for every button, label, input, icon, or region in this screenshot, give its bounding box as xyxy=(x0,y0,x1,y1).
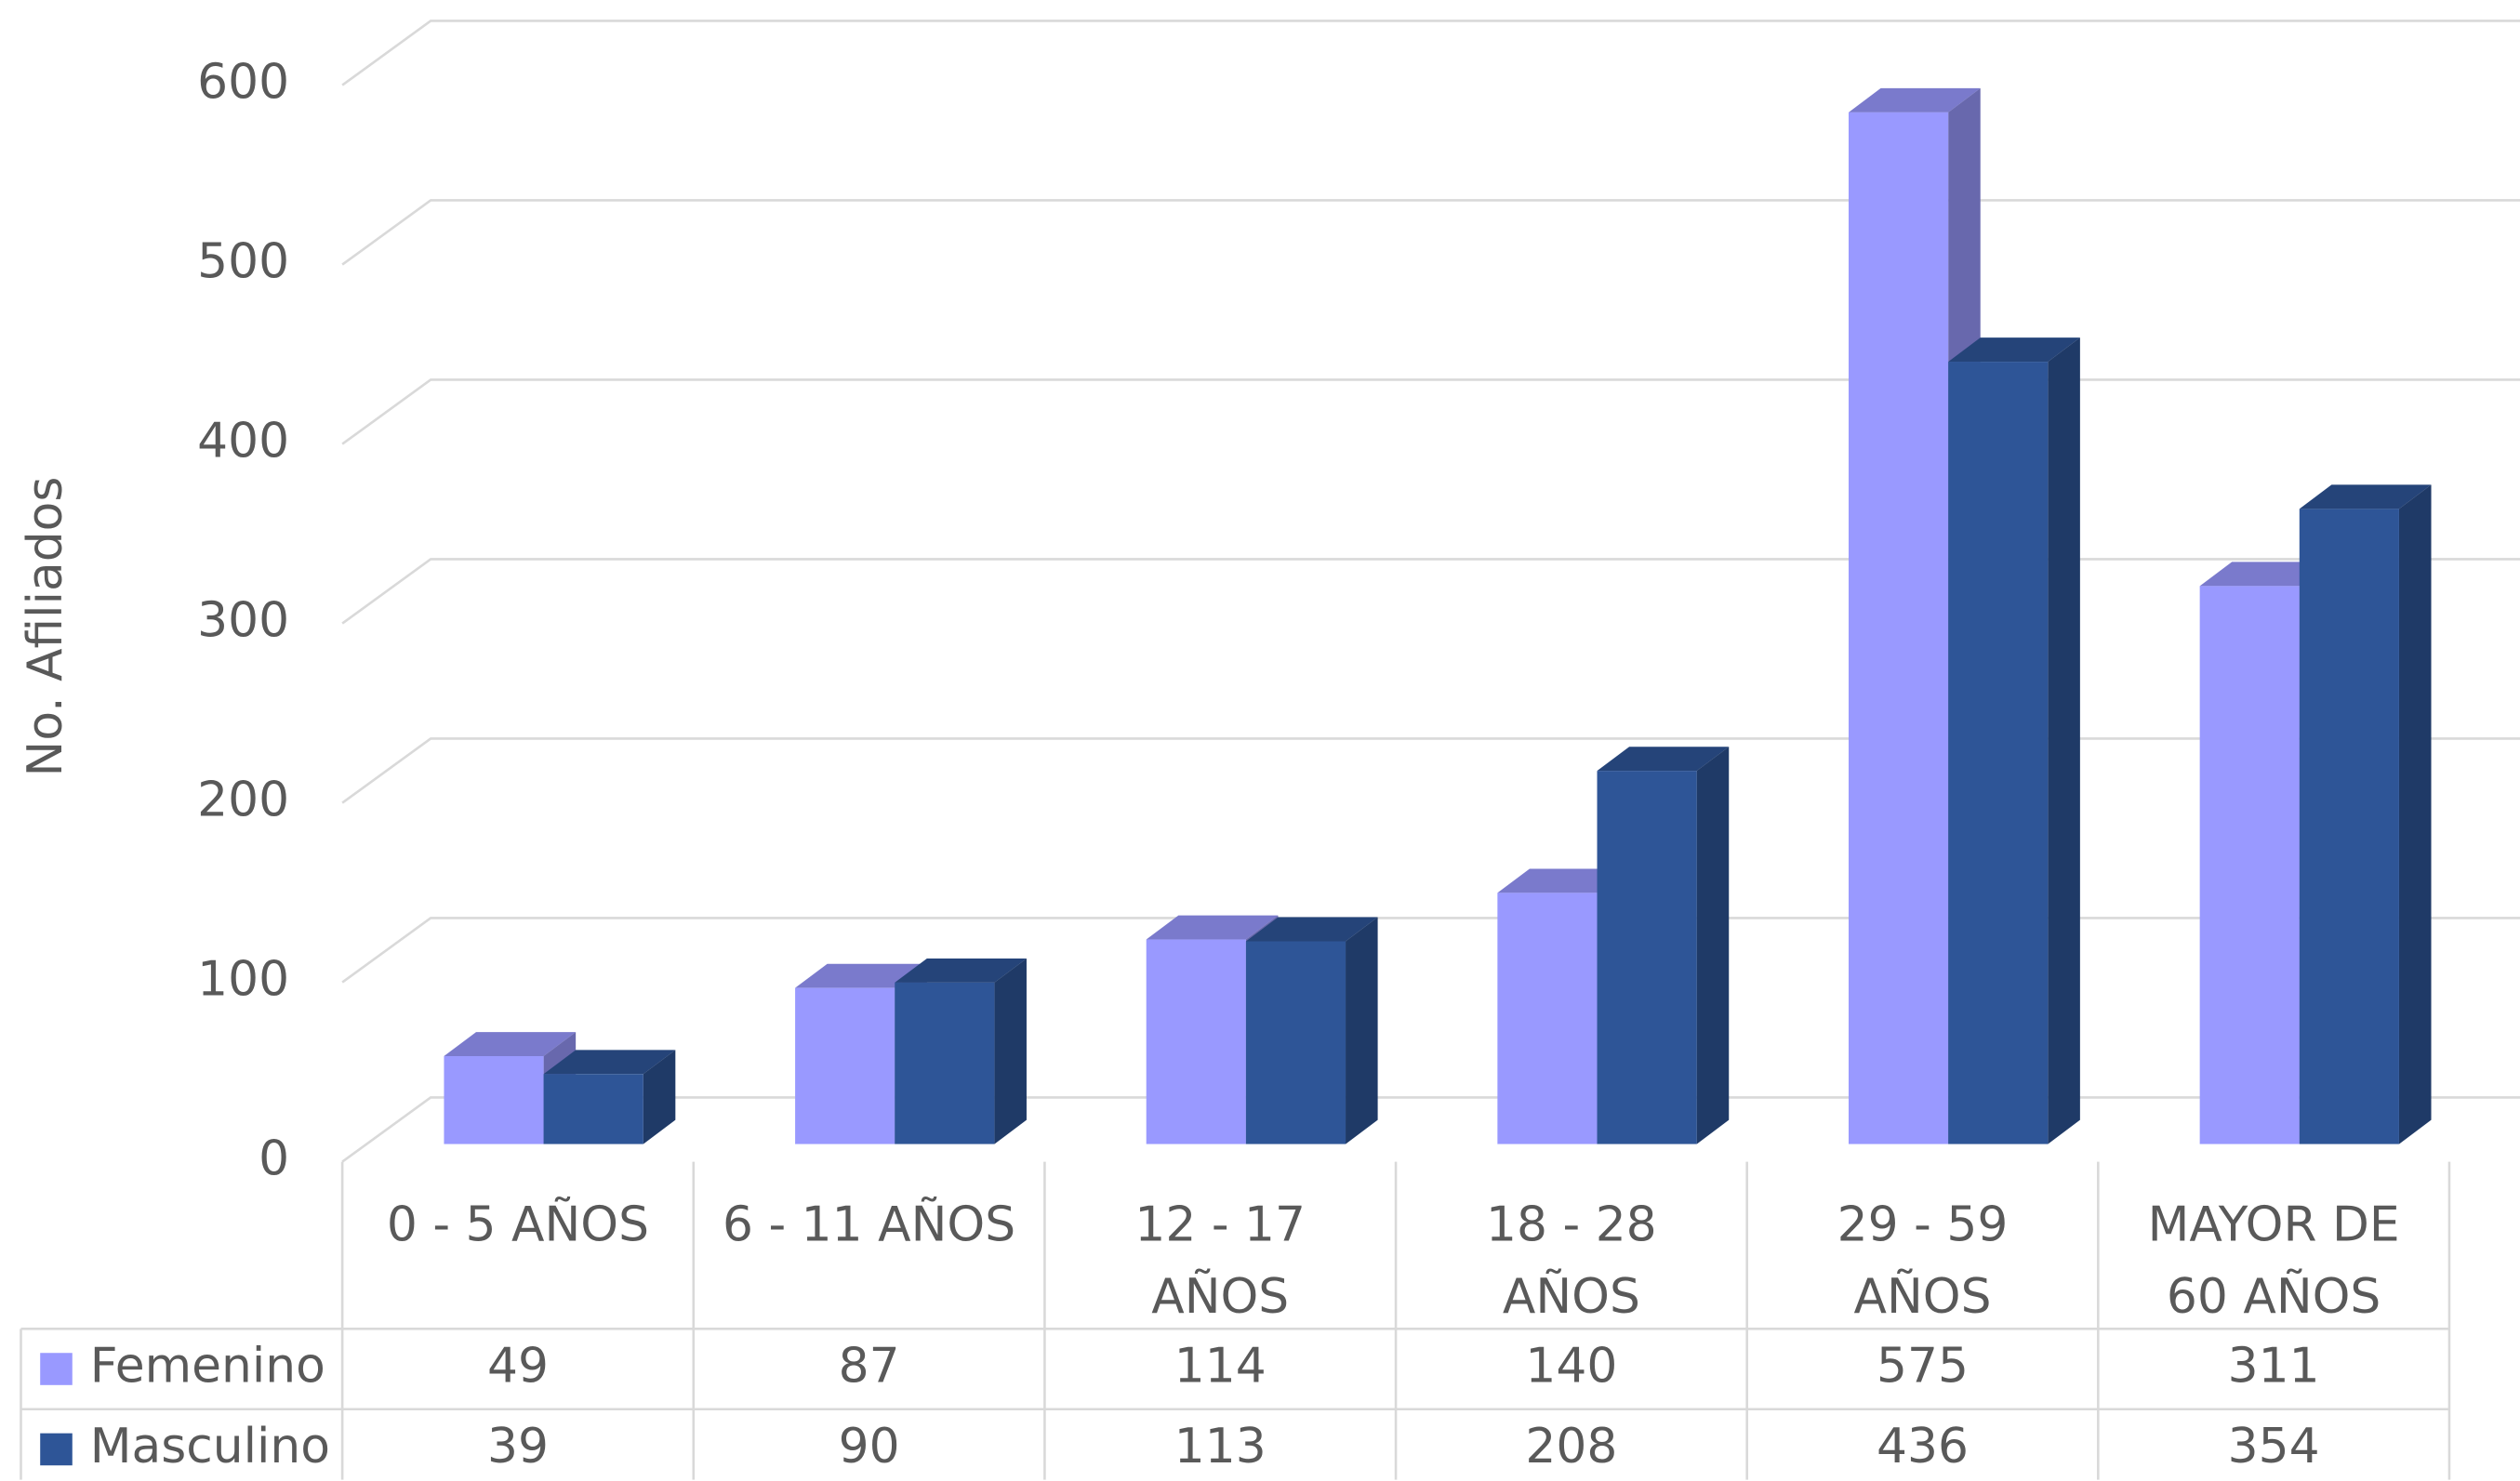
bar-top xyxy=(1948,337,2080,363)
bar-top xyxy=(1597,747,1730,772)
bar xyxy=(895,982,995,1144)
bar-side xyxy=(994,958,1027,1144)
x-tick-label: 18 - 28 AÑOS xyxy=(1486,1197,1657,1326)
bar xyxy=(1497,893,1598,1144)
bar-top xyxy=(1497,868,1630,893)
grid-line xyxy=(341,199,2520,266)
x-tick-label: 29 - 59 AÑOS xyxy=(1837,1197,2009,1326)
table-value: 208 xyxy=(1525,1419,1617,1474)
y-tick-label: 600 xyxy=(197,55,289,111)
y-tick-label: 400 xyxy=(197,414,289,469)
table-value: 113 xyxy=(1174,1419,1267,1474)
bar xyxy=(2299,509,2399,1144)
bar xyxy=(444,1055,544,1144)
grid-line xyxy=(341,737,2520,804)
grid-line xyxy=(341,917,2520,984)
bar-side xyxy=(2048,337,2080,1144)
y-axis-label: No. Afiliados xyxy=(18,477,73,777)
bar-top xyxy=(1245,917,1378,942)
x-tick-label: 0 - 5 AÑOS xyxy=(386,1197,649,1254)
grid-line xyxy=(341,558,2520,625)
table-value: 90 xyxy=(839,1419,900,1474)
y-tick-label: 500 xyxy=(197,234,289,290)
legend-label: Masculino xyxy=(90,1419,330,1474)
bar-side xyxy=(643,1050,676,1144)
y-tick-label: 300 xyxy=(197,593,289,649)
bar xyxy=(1948,362,2049,1144)
table-value: 575 xyxy=(1877,1339,1969,1395)
grid-line xyxy=(341,20,2520,86)
table-value: 49 xyxy=(487,1339,549,1395)
y-tick-label: 100 xyxy=(197,952,289,1008)
bar-top xyxy=(1849,87,1981,112)
grid-line xyxy=(341,1096,2520,1163)
bar-top xyxy=(1146,915,1279,940)
bar-side xyxy=(1696,747,1730,1144)
bar xyxy=(1245,941,1346,1144)
bar-side xyxy=(2398,484,2432,1144)
table-value: 114 xyxy=(1174,1339,1267,1395)
bar-top xyxy=(543,1050,676,1075)
bar-top xyxy=(895,958,1027,983)
bar-side xyxy=(1346,917,1378,1144)
x-tick-label: 6 - 11 AÑOS xyxy=(723,1197,1016,1254)
table-value: 39 xyxy=(487,1419,549,1474)
table-value: 354 xyxy=(2228,1419,2320,1474)
bar xyxy=(1597,771,1697,1144)
bar-top xyxy=(2299,484,2432,509)
table-value: 311 xyxy=(2228,1339,2320,1395)
y-tick-label: 200 xyxy=(197,773,289,828)
bar-top xyxy=(795,963,927,988)
bar-top xyxy=(444,1032,577,1056)
bar xyxy=(795,987,895,1144)
table-value: 436 xyxy=(1877,1419,1969,1474)
bar xyxy=(2199,586,2300,1144)
legend-swatch xyxy=(40,1433,73,1466)
legend-label: Femenino xyxy=(90,1339,325,1395)
x-tick-label: 12 - 17 AÑOS xyxy=(1134,1197,1306,1326)
bar xyxy=(1146,939,1246,1144)
bar-top xyxy=(2199,562,2332,587)
x-tick-label: MAYOR DE 60 AÑOS xyxy=(2147,1197,2400,1326)
bar xyxy=(1849,112,1949,1144)
table-value: 87 xyxy=(839,1339,900,1395)
grid-line xyxy=(341,378,2520,445)
bar xyxy=(543,1074,643,1144)
legend-swatch xyxy=(40,1353,73,1385)
y-tick-label: 0 xyxy=(259,1131,289,1187)
table-value: 140 xyxy=(1525,1339,1617,1395)
